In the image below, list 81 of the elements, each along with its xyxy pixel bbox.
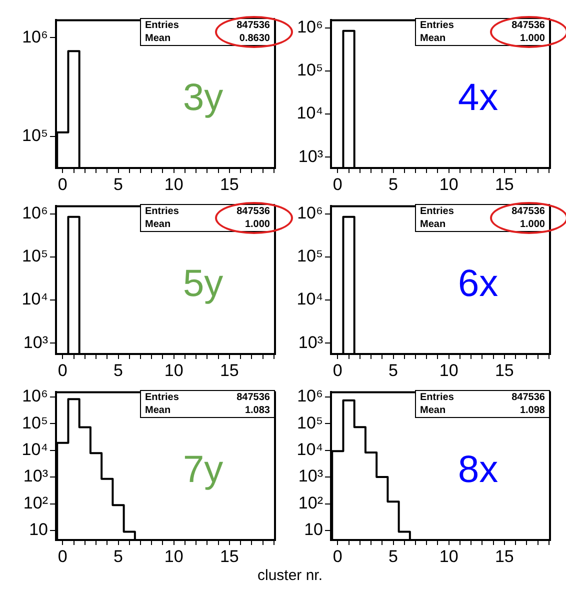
x-tick-label: 5 <box>388 174 398 194</box>
y-tick-label: 10⁴ <box>296 104 323 123</box>
annotation: Entries <box>145 19 179 32</box>
x-tick-label: 15 <box>220 360 239 380</box>
y-tick-label: 10⁴ <box>296 290 323 309</box>
y-tick-label: 10³ <box>23 466 48 486</box>
y-tick-label: 10⁶ <box>297 203 323 222</box>
x-tick-label: 5 <box>114 546 123 566</box>
x-tick-label: 10 <box>439 360 458 380</box>
annotation: Mean <box>420 404 446 417</box>
annotation: 4x <box>458 77 498 119</box>
annotation: 7y <box>183 449 224 491</box>
x-tick-label: 10 <box>164 360 184 380</box>
y-tick-label: 10⁴ <box>296 440 323 460</box>
y-tick-label: 10⁶ <box>22 203 48 222</box>
y-tick-label: 10⁵ <box>22 246 48 266</box>
annotation: Entries <box>145 391 179 404</box>
y-tick-label: 10³ <box>298 332 324 352</box>
annotation: 5y <box>183 263 224 305</box>
annotation: 6x <box>458 263 498 305</box>
x-tick-label: 0 <box>332 546 342 566</box>
x-tick-label: 10 <box>164 174 184 194</box>
annotation: Entries <box>420 391 454 404</box>
annotation: 847536 <box>236 205 270 218</box>
annotation: 1.000 <box>520 218 545 231</box>
x-tick-label: 0 <box>332 360 342 380</box>
annotation: Mean <box>145 404 171 417</box>
y-tick-label: 10⁵ <box>297 60 323 80</box>
y-tick-label: 10⁶ <box>297 386 323 406</box>
annotation: 8x <box>458 449 498 491</box>
x-tick-label: 15 <box>494 360 514 380</box>
annotation: 1.083 <box>244 404 270 417</box>
annotation: Entries <box>420 19 454 32</box>
x-tick-label: 0 <box>58 546 68 566</box>
annotation: 847536 <box>512 391 545 404</box>
x-tick-label: 5 <box>388 546 398 566</box>
x-tick-label: 15 <box>494 546 514 566</box>
annotation: 1.000 <box>244 218 270 231</box>
y-tick-label: 10 <box>304 520 323 540</box>
y-tick-label: 10⁵ <box>297 413 323 432</box>
annotation: 0.8630 <box>239 32 270 45</box>
annotation: 1.000 <box>520 32 545 45</box>
y-tick-label: 10⁵ <box>22 413 48 432</box>
y-tick-label: 10⁴ <box>22 440 48 460</box>
annotation: 847536 <box>512 205 545 218</box>
x-tick-label: 10 <box>439 546 458 566</box>
y-tick-label: 10⁵ <box>297 246 323 266</box>
annotation: Entries <box>145 205 179 218</box>
y-tick-label: 10³ <box>298 466 324 486</box>
x-tick-label: 10 <box>439 174 458 194</box>
y-tick-label: 10⁶ <box>22 27 48 46</box>
annotation: Mean <box>420 218 446 231</box>
x-tick-label: 0 <box>58 360 68 380</box>
x-tick-label: 10 <box>164 546 184 566</box>
x-tick-label: 0 <box>332 174 342 194</box>
y-tick-label: 10⁶ <box>297 17 323 36</box>
annotation: 847536 <box>236 391 270 404</box>
y-tick-label: 10 <box>29 520 48 540</box>
annotation: Entries <box>420 205 454 218</box>
x-tick-label: 0 <box>58 174 68 194</box>
annotation: 3y <box>183 77 224 119</box>
annotation: 847536 <box>512 19 545 32</box>
x-tick-label: 5 <box>114 174 123 194</box>
annotation: 847536 <box>236 19 270 32</box>
annotation: Mean <box>420 32 446 45</box>
y-tick-label: 10⁶ <box>22 386 48 406</box>
y-tick-label: 10⁴ <box>22 290 48 309</box>
annotation: 1.098 <box>520 404 545 417</box>
annotation: Mean <box>145 218 171 231</box>
x-tick-label: 15 <box>220 174 239 194</box>
x-tick-label: 15 <box>220 546 239 566</box>
y-tick-label: 10² <box>298 493 324 512</box>
x-tick-label: 5 <box>388 360 398 380</box>
annotation: Mean <box>145 32 171 45</box>
y-tick-label: 10² <box>23 493 48 512</box>
y-tick-label: 10⁵ <box>22 126 48 146</box>
x-axis-title: cluster nr. <box>257 567 323 584</box>
y-tick-label: 10³ <box>298 146 324 166</box>
x-tick-label: 5 <box>114 360 123 380</box>
x-tick-label: 15 <box>494 174 514 194</box>
y-tick-label: 10³ <box>23 332 48 352</box>
